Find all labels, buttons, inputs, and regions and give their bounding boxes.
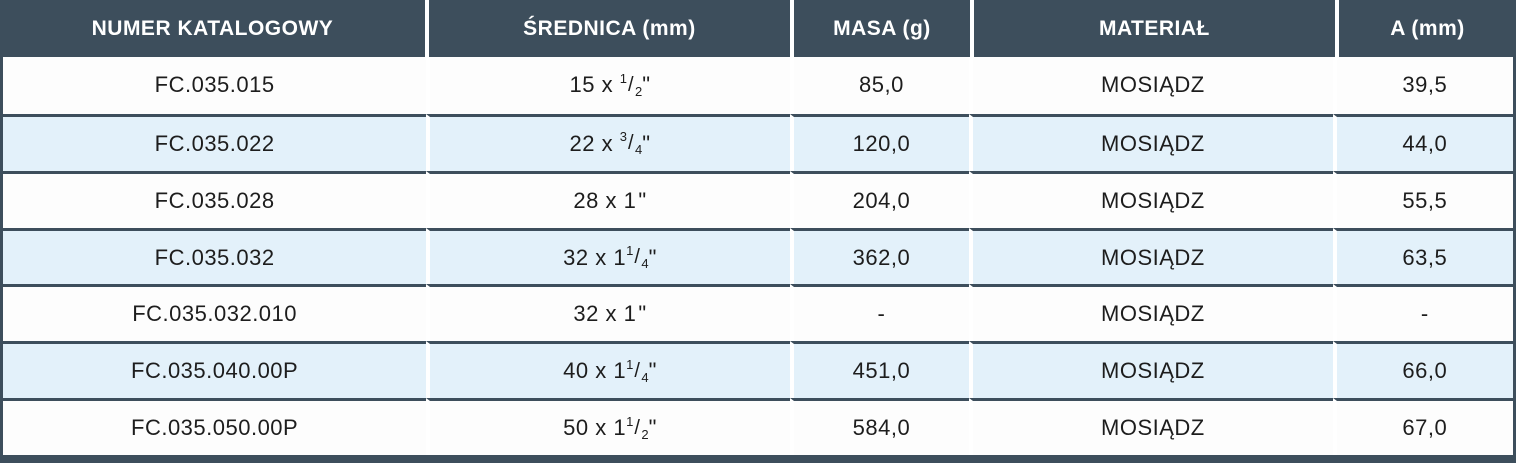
diameter-fraction-denominator: 4 — [641, 256, 649, 271]
diameter-cell: 50 x 1 1/2 " — [426, 398, 790, 456]
diameter-inch-mark: " — [648, 358, 657, 384]
diameter-fraction-denominator: 2 — [641, 426, 649, 442]
a-dimension-cell: 55,5 — [1332, 170, 1513, 228]
material-cell: MOSIĄDZ — [969, 113, 1333, 171]
catalog-number-cell: FC.035.032.010 — [3, 284, 427, 341]
diameter-fraction-numerator: 1 — [626, 413, 634, 429]
diameter-fraction-slash: / — [627, 132, 635, 155]
catalog-number-cell: FC.035.015 — [154, 72, 275, 98]
a-dimension-cell: 66,0 — [1332, 341, 1513, 399]
material-cell: MOSIĄDZ — [969, 227, 1333, 285]
diameter-fraction-numerator: 1 — [626, 356, 634, 372]
col-header-diameter: ŚREDNICA (mm) — [424, 0, 790, 57]
diameter-fraction-numerator: 3 — [619, 129, 627, 145]
table-body: FC.035.015 15 x 1/2 " 85,0 MOSIĄDZ 39,5 F… — [0, 57, 1516, 456]
diameter-value: 32 x 1 — [563, 244, 627, 270]
table-row: FC.035.050.00P 50 x 1 1/2 " 584,0 MOSIĄDZ … — [3, 398, 1513, 456]
diameter-inch-mark: " — [638, 301, 647, 327]
material-cell: MOSIĄDZ — [969, 57, 1333, 114]
diameter-fraction-denominator: 4 — [635, 142, 643, 158]
col-header-a-dimension: A (mm) — [1334, 0, 1516, 57]
material-cell: MOSIĄDZ — [969, 341, 1333, 399]
table-row: FC.035.022 22 x 3/4 " 120,0 MOSIĄDZ 44,0 — [3, 113, 1513, 171]
mass-cell: 204,0 — [789, 170, 970, 228]
table-row: FC.035.028 28 x 1 " 204,0 MOSIĄDZ 55,5 — [3, 170, 1513, 228]
diameter-fraction-numerator: 1 — [619, 70, 627, 86]
diameter-value: 28 x 1 — [573, 187, 637, 213]
catalog-number-cell: FC.035.050.00P — [3, 398, 427, 455]
diameter-inch-mark: " — [648, 415, 657, 441]
diameter-fraction-slash: / — [627, 73, 635, 96]
diameter-inch-mark: " — [642, 130, 651, 156]
a-dimension-cell: 39,5 — [1332, 57, 1513, 114]
material-cell: MOSIĄDZ — [969, 170, 1333, 228]
diameter-fraction-denominator: 4 — [641, 369, 649, 385]
catalog-number-cell: FC.035.022 — [3, 113, 427, 171]
diameter-fraction-numerator: 1 — [626, 243, 634, 258]
diameter-cell: 22 x 3/4 " — [426, 113, 790, 171]
diameter-fraction-slash: / — [634, 246, 641, 268]
a-dimension-cell: - — [1332, 284, 1513, 342]
diameter-value: 50 x 1 — [563, 415, 627, 441]
material-cell: MOSIĄDZ — [969, 284, 1333, 342]
diameter-value: 15 x — [569, 72, 620, 98]
diameter-value: 22 x — [569, 130, 620, 156]
table-row: FC.035.040.00P 40 x 1 1/4 " 451,0 MOSIĄDZ … — [3, 341, 1513, 399]
a-dimension-cell: 44,0 — [1332, 113, 1513, 171]
mass-cell: 584,0 — [789, 398, 970, 456]
a-dimension-cell: 63,5 — [1332, 227, 1513, 285]
table-row: FC.035.032.010 32 x 1 " - MOSIĄDZ - — [3, 284, 1513, 342]
table-row: FC.035.015 15 x 1/2 " 85,0 MOSIĄDZ 39,5 — [3, 57, 1513, 114]
catalog-number-cell: FC.035.032 — [3, 227, 427, 285]
diameter-inch-mark: " — [642, 72, 651, 98]
diameter-cell: 32 x 1 1/4 " — [426, 227, 790, 285]
col-header-material: MATERIAŁ — [969, 0, 1335, 57]
table-bottom-border — [0, 455, 1516, 463]
mass-cell: 362,0 — [789, 227, 970, 285]
a-dimension-cell: 67,0 — [1332, 398, 1513, 456]
diameter-fraction-slash: / — [634, 359, 641, 382]
mass-cell: 120,0 — [789, 113, 970, 171]
diameter-cell: 32 x 1 " — [426, 284, 790, 342]
catalog-number-cell: FC.035.028 — [3, 170, 427, 228]
diameter-cell: 15 x 1/2 " — [426, 57, 790, 114]
table-row: FC.035.032 32 x 1 1/4 " 362,0 MOSIĄDZ 63,5 — [3, 227, 1513, 285]
mass-cell: - — [789, 284, 970, 342]
mass-cell: 451,0 — [789, 341, 970, 399]
col-header-catalog-number: NUMER KATALOGOWY — [91, 16, 334, 40]
mass-cell: 85,0 — [789, 57, 969, 114]
diameter-inch-mark: " — [638, 187, 647, 213]
diameter-fraction-slash: / — [634, 416, 641, 439]
diameter-inch-mark: " — [648, 244, 657, 270]
diameter-fraction-denominator: 2 — [635, 83, 643, 99]
catalog-number-cell: FC.035.040.00P — [3, 341, 427, 398]
diameter-value: 40 x 1 — [563, 358, 627, 384]
diameter-value: 32 x 1 — [573, 301, 637, 327]
col-header-mass: MASA (g) — [789, 0, 970, 57]
diameter-cell: 40 x 1 1/4 " — [426, 341, 790, 399]
table-header-row: NUMER KATALOGOWY ŚREDNICA (mm) MASA (g) … — [0, 0, 1516, 57]
diameter-cell: 28 x 1 " — [426, 170, 790, 228]
material-cell: MOSIĄDZ — [969, 398, 1333, 456]
